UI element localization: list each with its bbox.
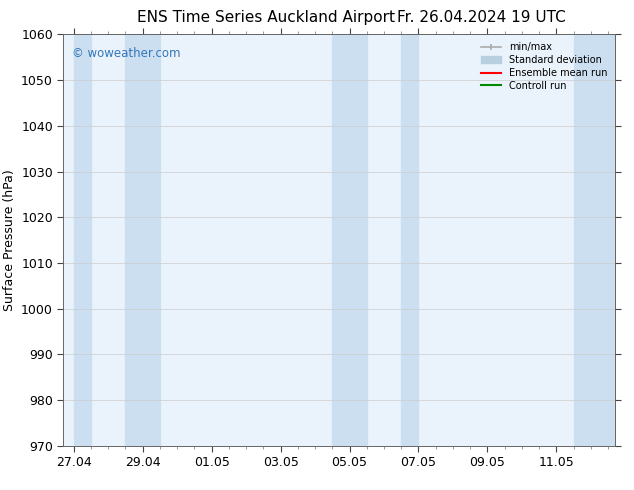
Bar [574,34,615,446]
Bar [401,34,418,446]
Bar [332,34,366,446]
Text: Fr. 26.04.2024 19 UTC: Fr. 26.04.2024 19 UTC [398,10,566,25]
Legend: min/max, Standard deviation, Ensemble mean run, Controll run: min/max, Standard deviation, Ensemble me… [479,39,610,94]
Y-axis label: Surface Pressure (hPa): Surface Pressure (hPa) [3,169,16,311]
Text: ENS Time Series Auckland Airport: ENS Time Series Auckland Airport [138,10,395,25]
Text: © woweather.com: © woweather.com [72,47,180,60]
Bar [126,34,160,446]
Bar [74,34,91,446]
